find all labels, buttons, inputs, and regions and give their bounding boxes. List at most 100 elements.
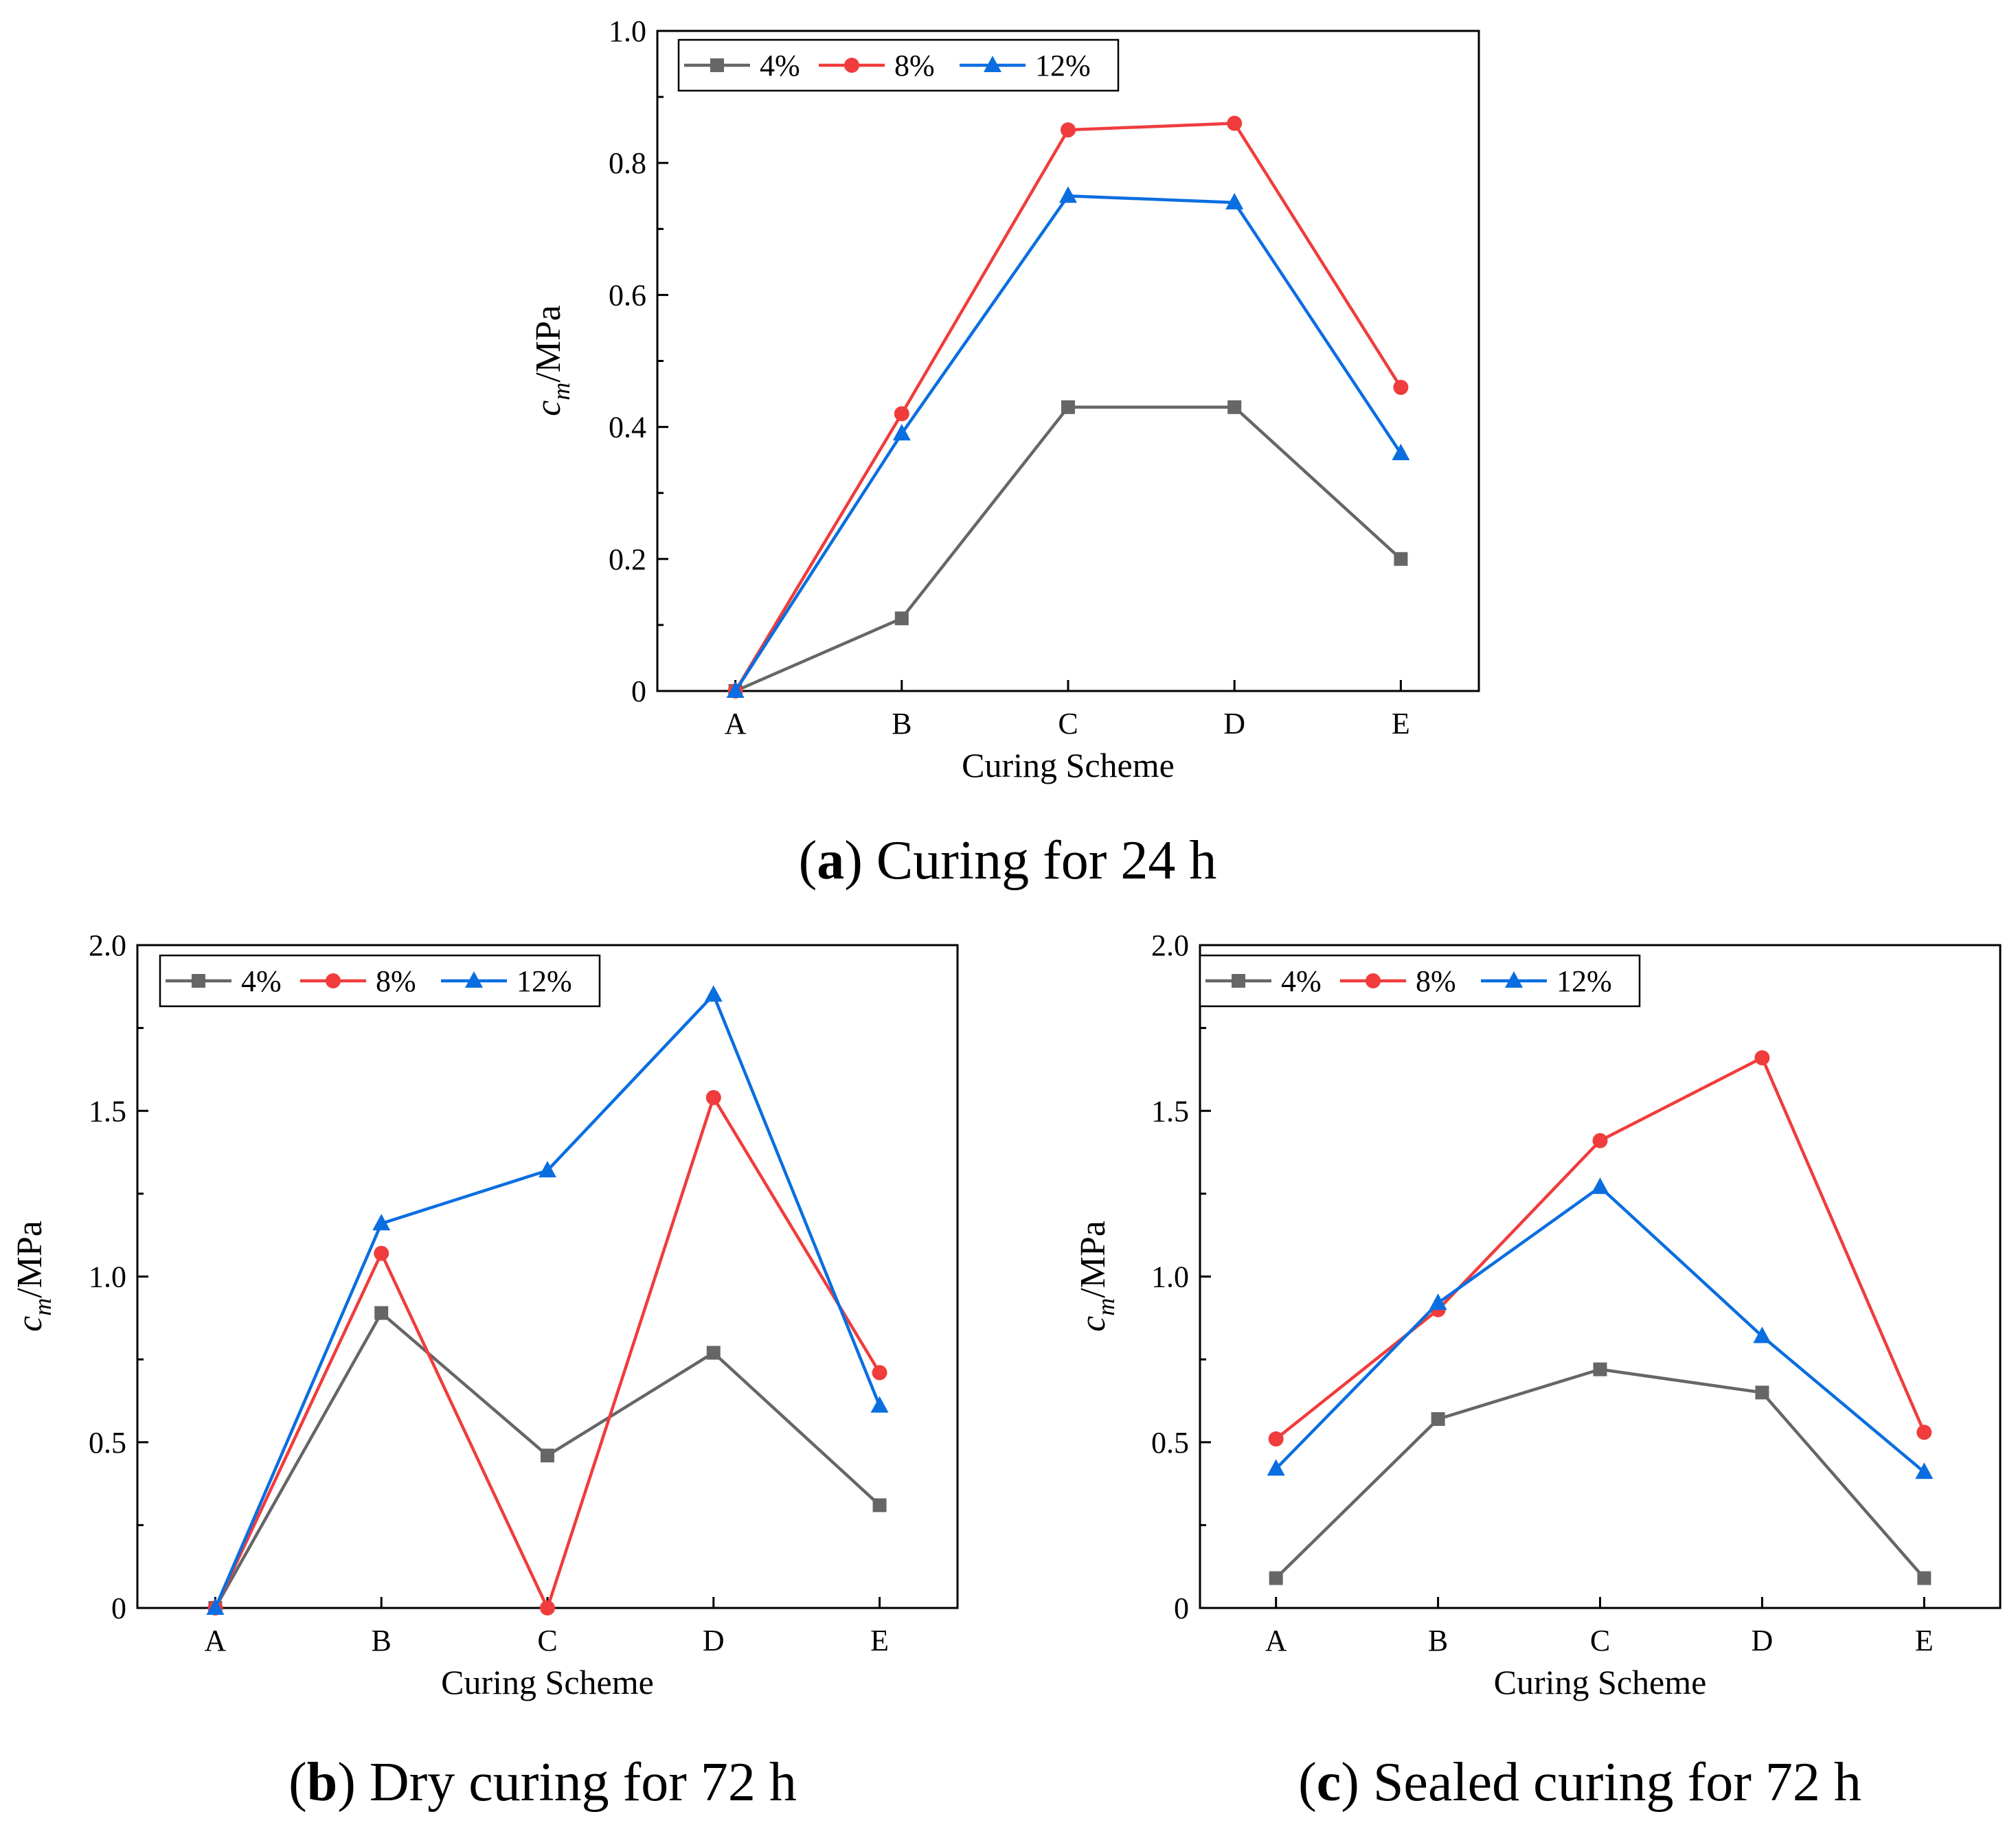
series-line: [1275, 1056, 1926, 1440]
data-point: [374, 1306, 389, 1320]
x-tick-label: E: [870, 1624, 889, 1657]
y-tick-label: 0.8: [609, 146, 646, 180]
data-point: [372, 1214, 391, 1231]
legend-label: 12%: [1556, 964, 1612, 998]
data-point: [539, 1161, 556, 1178]
y-tick-label: 0: [631, 675, 646, 708]
x-tick-label: D: [1752, 1624, 1774, 1657]
caption-b: (b) Dry curing for 72 h: [288, 1752, 797, 1813]
plot-frame: [1199, 944, 2002, 1609]
x-tick-label: E: [1392, 707, 1410, 740]
legend-label: 12%: [1035, 49, 1091, 82]
legend-item: 4%: [166, 964, 282, 998]
x-tick-label: D: [703, 1624, 725, 1657]
y-tick-label: 2.0: [89, 929, 126, 962]
data-point: [1392, 444, 1410, 461]
x-tick-label: C: [537, 1624, 557, 1657]
caption-c: (c) Sealed curing for 72 h: [1298, 1752, 1861, 1813]
legend-marker: [1505, 971, 1523, 988]
x-tick-label: A: [1265, 1624, 1287, 1657]
x-tick-label: D: [1223, 707, 1245, 740]
y-tick-label: 0.2: [609, 543, 646, 576]
legend-label: 8%: [894, 49, 935, 82]
x-tick-label: B: [1428, 1624, 1448, 1657]
y-tick-label: 0.5: [1151, 1426, 1189, 1460]
data-point: [1061, 400, 1075, 414]
data-point: [1431, 1412, 1445, 1426]
y-axis-label: cm/MPa: [1074, 1221, 1120, 1332]
data-point: [540, 1600, 555, 1616]
legend-item: 12%: [960, 49, 1091, 82]
data-point: [894, 611, 909, 626]
legend-item: 4%: [1205, 964, 1322, 998]
data-point: [872, 1365, 887, 1381]
data-point: [706, 1346, 721, 1360]
x-tick-label: C: [1590, 1624, 1610, 1657]
data-point: [892, 424, 911, 441]
x-tick-label: C: [1058, 707, 1078, 740]
legend-marker: [465, 971, 483, 988]
legend-marker: [1366, 973, 1381, 988]
data-point: [1917, 1571, 1932, 1585]
series-line: [1275, 1368, 1926, 1580]
legend-label: 12%: [517, 964, 572, 998]
y-tick-label: 0.6: [609, 278, 646, 312]
legend: 4% 8% 12%: [1199, 954, 1641, 1008]
series-line: [1275, 1185, 1925, 1473]
y-tick-label: 1.0: [89, 1260, 126, 1294]
data-point: [704, 985, 723, 1002]
x-axis-label: Curing Scheme: [962, 746, 1175, 784]
data-point: [1429, 1293, 1447, 1311]
y-axis-label: cm/MPa: [10, 1221, 56, 1332]
legend-marker: [710, 58, 724, 72]
data-point: [1915, 1462, 1934, 1480]
y-tick-label: 0.5: [89, 1426, 126, 1460]
legend-item: 4%: [684, 49, 800, 82]
legend-label: 8%: [376, 964, 416, 998]
y-tick-label: 1.5: [89, 1094, 126, 1128]
legend-label: 8%: [1416, 964, 1456, 998]
legend-item: 8%: [300, 964, 416, 998]
x-tick-label: A: [205, 1624, 227, 1657]
x-tick-label: B: [892, 707, 911, 740]
data-point: [1593, 1362, 1607, 1376]
x-axis-label: Curing Scheme: [441, 1663, 654, 1701]
x-axis-label: Curing Scheme: [1494, 1663, 1707, 1701]
legend-marker: [1232, 974, 1245, 988]
chart-curing-24h: 0 0.2 0.4 0.6 0.8 1.0 A B C D E Curing Scheme cm/MPa…: [529, 14, 1480, 784]
series-line: [734, 194, 1403, 692]
y-tick-label: 0: [111, 1591, 126, 1625]
data-point: [872, 1498, 887, 1512]
legend-label: 4%: [1281, 964, 1322, 998]
legend-marker: [984, 56, 1001, 72]
data-point: [1225, 192, 1244, 209]
data-point: [1591, 1177, 1609, 1194]
series-4pct: [728, 400, 1408, 698]
legend-label: 4%: [760, 49, 800, 82]
legend-marker: [844, 58, 859, 73]
series-8pct: [1268, 1050, 1932, 1447]
data-point: [1269, 1571, 1283, 1585]
data-point: [870, 1396, 889, 1413]
data-point: [726, 681, 745, 698]
x-tick-label: A: [725, 707, 747, 740]
data-point: [705, 1089, 721, 1105]
data-point: [1227, 115, 1243, 131]
legend-box: [159, 954, 601, 1008]
legend-marker: [192, 974, 205, 988]
data-point: [1916, 1425, 1932, 1440]
series-line: [214, 993, 881, 1609]
legend-item: 12%: [1481, 964, 1612, 998]
legend-item: 12%: [441, 964, 572, 998]
y-tick-label: 0: [1174, 1591, 1189, 1625]
data-point: [1394, 552, 1408, 566]
series-12pct: [726, 186, 1410, 698]
x-tick-label: B: [372, 1624, 392, 1657]
data-point: [374, 1245, 389, 1261]
y-tick-label: 1.0: [1151, 1260, 1189, 1294]
series-4pct: [208, 1306, 887, 1615]
data-point: [1393, 379, 1409, 395]
x-tick-label: E: [1915, 1624, 1934, 1657]
legend: 4% 8% 12%: [159, 954, 601, 1008]
y-axis-label: cm/MPa: [529, 305, 575, 416]
